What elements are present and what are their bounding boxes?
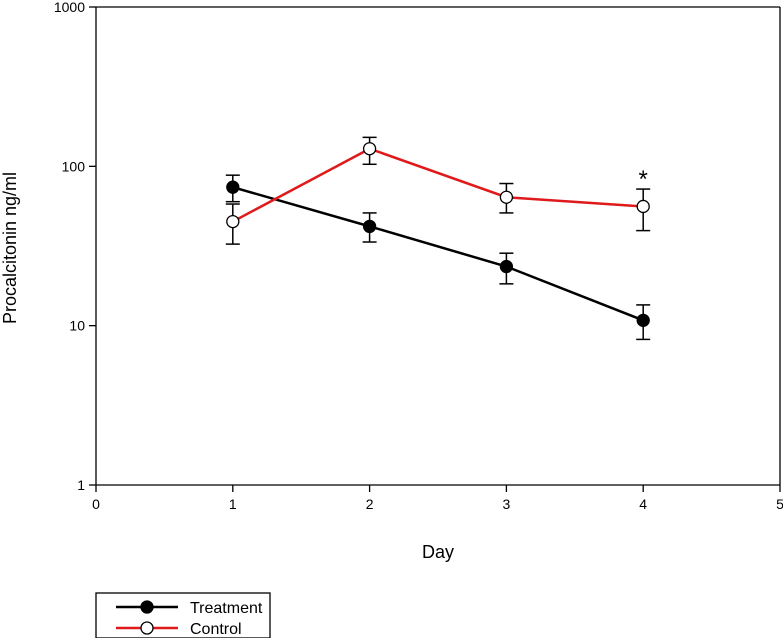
x-tick-label: 5 [776,496,783,512]
legend-item-control: Control [116,621,242,638]
data-point-treatment [226,180,240,194]
x-tick-label: 1 [229,496,237,512]
legend-label-control: Control [190,621,242,638]
annotations: * [639,166,648,193]
series-line-treatment [232,185,644,322]
x-tick-label: 4 [639,496,647,512]
legend-marker-treatment [140,600,154,614]
axes [95,6,781,486]
data-point-control [499,190,514,204]
legend: Treatment Control [95,592,271,638]
data-point-control [636,199,650,214]
y-tick-label: 10 [69,318,85,334]
legend-box [95,592,271,638]
legend-marker-control [140,621,154,635]
x-tick-label: 0 [92,496,100,512]
series-control [225,136,651,245]
series-layer [225,136,651,341]
data-point-control [362,142,377,156]
series-treatment [225,174,651,341]
significance-marker: * [639,166,648,193]
y-tick-label: 1 [77,477,85,493]
y-axis-label: Procalcitonin ng/ml [0,172,20,324]
x-tick-label: 2 [366,496,374,512]
data-point-treatment [362,219,377,234]
y-tick-label: 100 [62,158,86,174]
data-point-treatment [636,313,650,327]
data-point-control [226,214,240,229]
legend-item-treatment: Treatment [116,600,263,617]
y-tick-label: 1000 [54,0,85,15]
data-point-treatment [499,259,514,274]
series-line-control [232,147,644,223]
x-tick-label: 3 [503,496,511,512]
x-axis-label: Day [422,542,454,562]
legend-label-treatment: Treatment [190,600,263,617]
